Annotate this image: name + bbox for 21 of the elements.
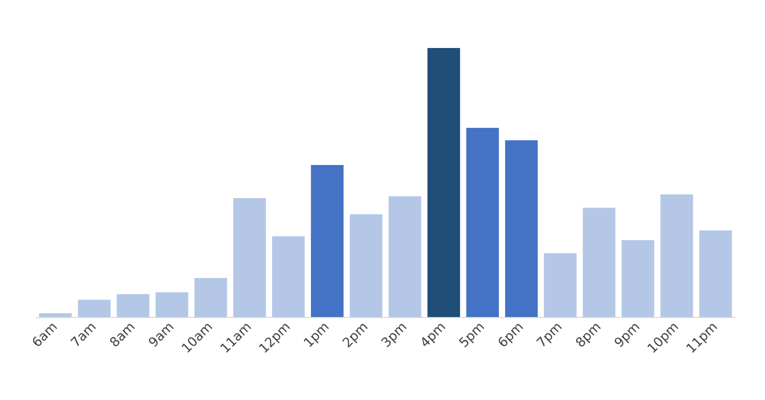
bar — [78, 300, 111, 317]
x-tick-label: 4pm — [418, 320, 450, 351]
bar — [544, 253, 577, 317]
bar — [272, 236, 305, 317]
bar — [505, 140, 538, 317]
bar — [582, 208, 616, 317]
bar — [699, 230, 732, 317]
bar — [350, 214, 382, 317]
bar — [156, 292, 188, 317]
bar — [622, 240, 654, 317]
bar — [310, 165, 344, 317]
bar — [660, 194, 694, 317]
x-tick-label: 6am — [30, 320, 61, 351]
bar — [388, 196, 422, 317]
bar — [39, 313, 72, 317]
bar — [466, 128, 499, 317]
bar — [233, 198, 266, 317]
bar — [427, 48, 460, 317]
bar — [194, 278, 228, 317]
bar — [116, 294, 150, 317]
x-tick-label: 7am — [68, 320, 100, 351]
